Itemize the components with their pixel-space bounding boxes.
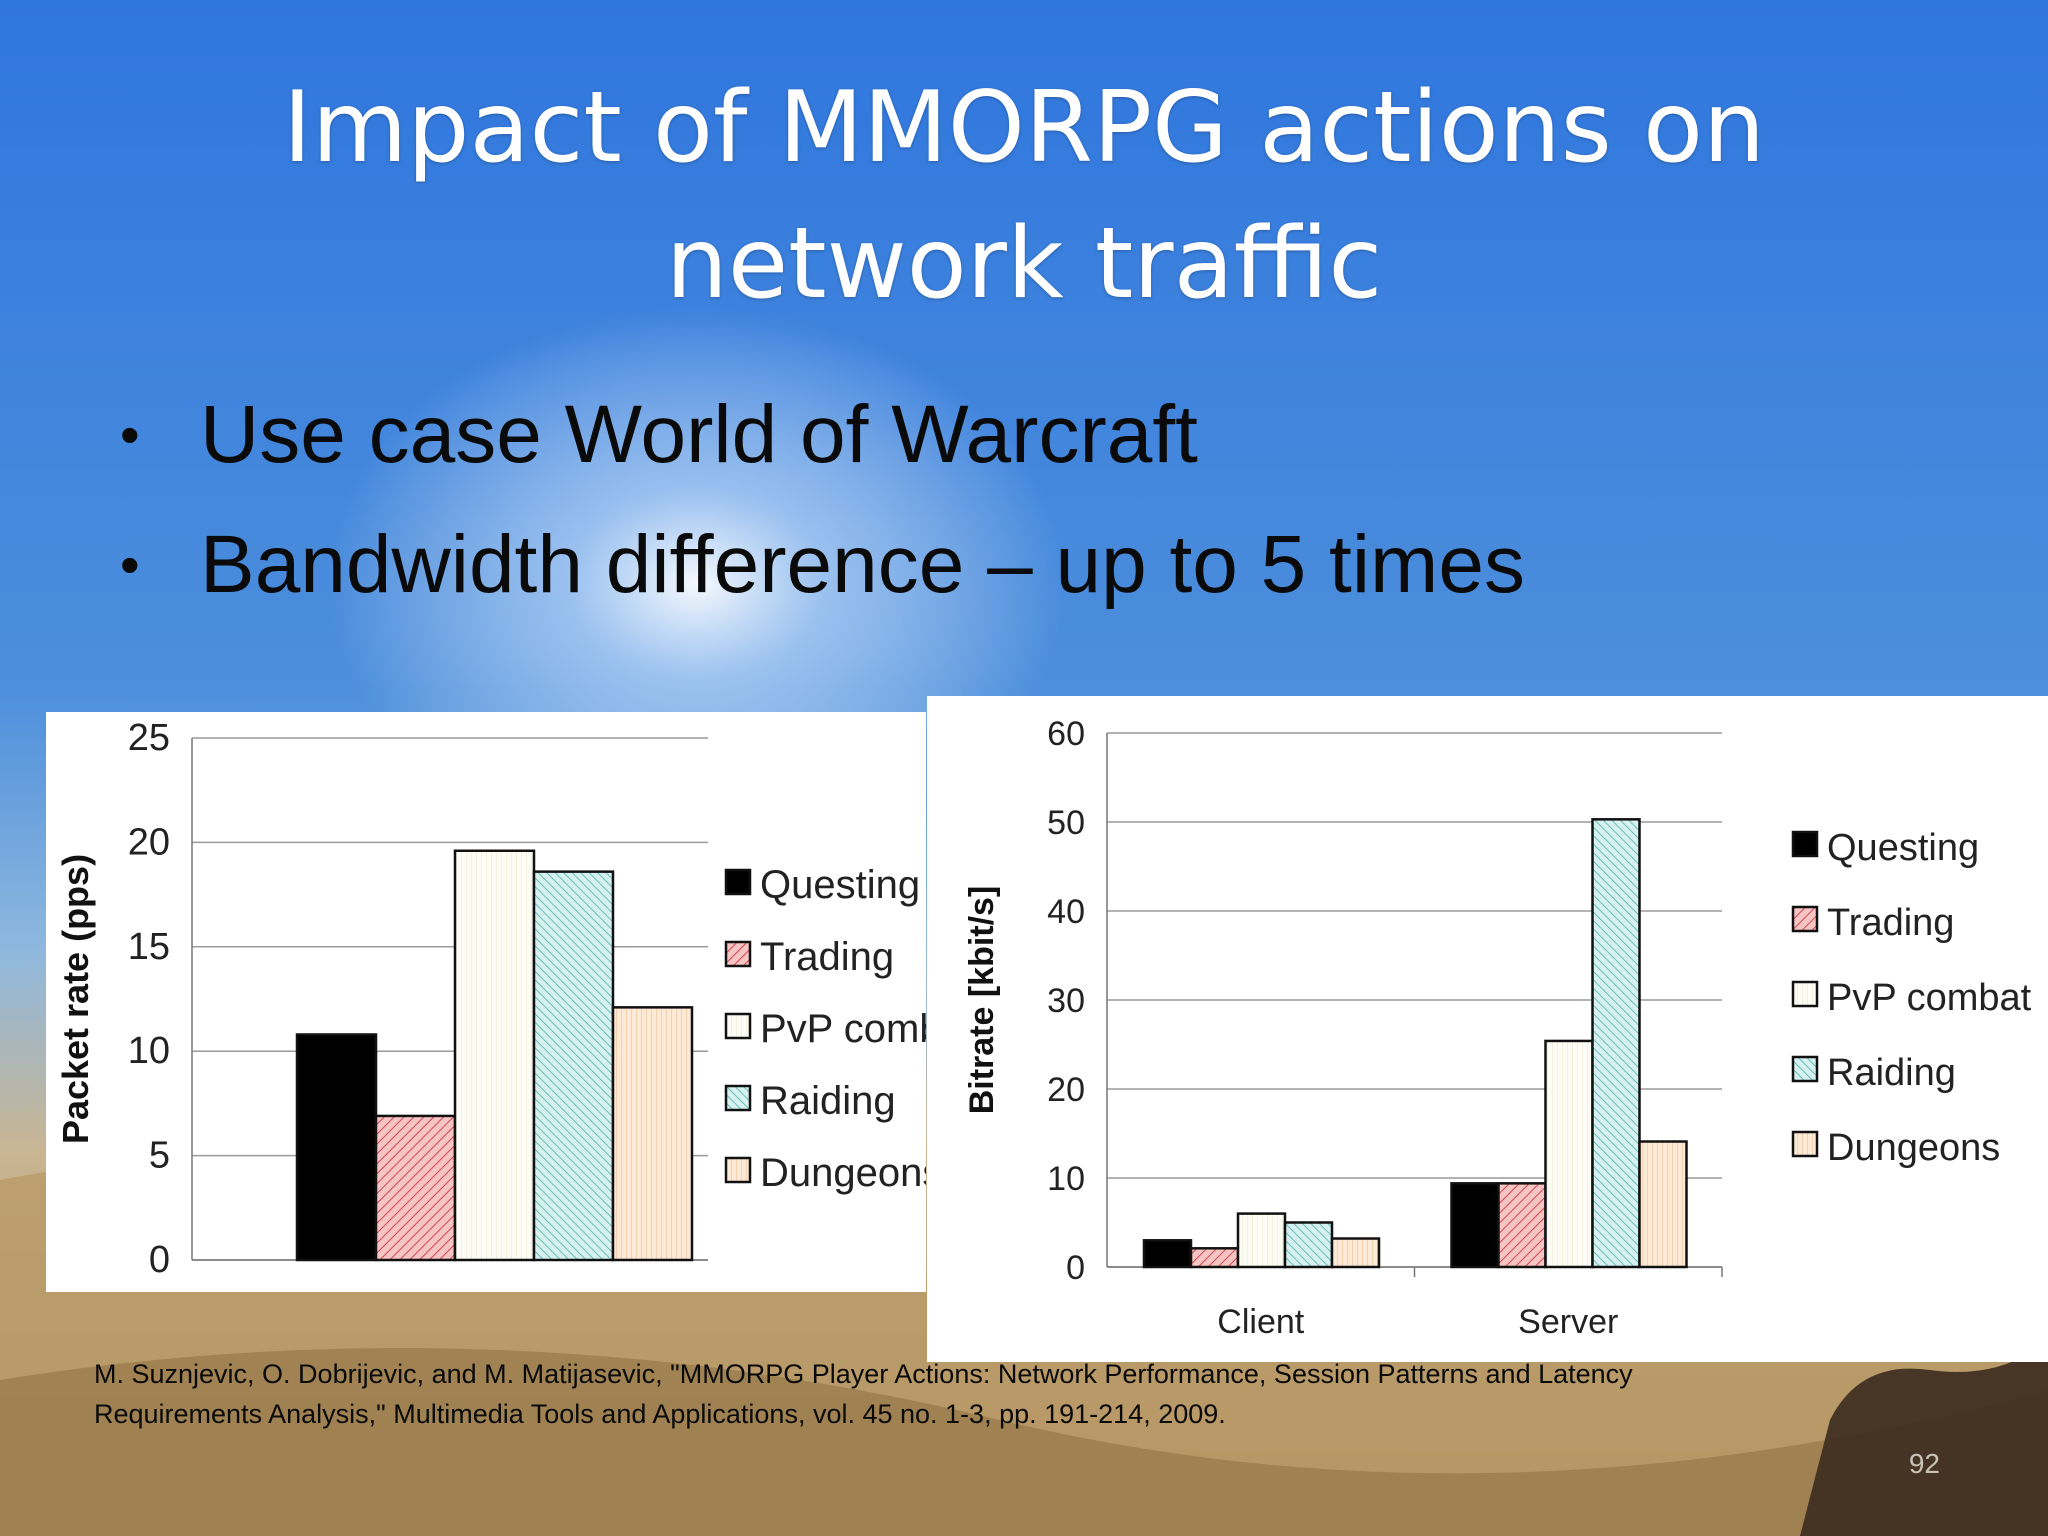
x-tick-label: Server [1518, 1303, 1618, 1341]
legend-label: Questing [1827, 827, 1979, 869]
bullet-item: • Bandwidth difference – up to 5 times [120, 500, 1525, 630]
legend-label: Dungeons [760, 1151, 926, 1195]
legend-swatch [724, 1084, 752, 1112]
citation: M. Suznjevic, O. Dobrijevic, and M. Mati… [94, 1354, 1914, 1434]
y-axis-label: Bitrate [kbit/s] [963, 886, 1001, 1115]
legend-label: Trading [760, 935, 894, 979]
bitrate-chart-svg: 0 10 20 30 40 50 60 Bitrate [kbit/s] Client Serve… [963, 715, 2032, 1341]
legend-swatch [1791, 1130, 1819, 1158]
packet-rate-chart-svg: 0 5 10 15 20 25 Packet rate (pps) Questing Tradi… [55, 717, 926, 1281]
legend-swatch [1791, 980, 1819, 1008]
bar-trading [374, 1114, 457, 1262]
bar-pvp-combat [1236, 1212, 1287, 1269]
y-tick-label: 10 [1047, 1160, 1085, 1198]
y-tick-label: 20 [1047, 1071, 1085, 1109]
bullet-dot-icon: • [120, 533, 140, 596]
legend-swatch [724, 868, 752, 896]
y-tick-label: 15 [128, 926, 170, 968]
y-tick-label: 10 [128, 1030, 170, 1072]
bar-raiding [532, 870, 615, 1262]
bullet-text: Use case World of Warcraft [200, 389, 1198, 480]
bar-dungeons [611, 1006, 694, 1262]
y-tick-label: 60 [1047, 715, 1085, 753]
bar-pvp-comb [453, 849, 536, 1262]
legend-swatch [724, 1156, 752, 1184]
bar-trading [1497, 1182, 1547, 1269]
legend-swatch [724, 1012, 752, 1040]
slide-title: Impact of MMORPG actions on network traf… [0, 60, 2048, 332]
legend-swatch [1791, 830, 1819, 858]
legend-swatch [1791, 1055, 1819, 1083]
y-axis-label: Packet rate (pps) [55, 854, 96, 1144]
legend-label: Raiding [760, 1079, 896, 1123]
bar-trading [1189, 1247, 1240, 1269]
legend-label: Dungeons [1827, 1127, 2000, 1169]
bullet-list: • Use case World of Warcraft • Bandwidth… [120, 370, 1525, 630]
bar-questing [1450, 1182, 1500, 1269]
bullet-dot-icon: • [120, 403, 140, 466]
legend-label: Questing [760, 863, 920, 907]
legend-label: Trading [1827, 902, 1954, 944]
bullet-text: Bandwidth difference – up to 5 times [200, 519, 1525, 610]
bar-raiding [1283, 1221, 1334, 1269]
legend-swatch [1791, 905, 1819, 933]
legend-swatch [724, 940, 752, 968]
y-tick-label: 50 [1047, 804, 1085, 842]
y-tick-label: 40 [1047, 893, 1085, 931]
bullet-item: • Use case World of Warcraft [120, 370, 1525, 500]
packet-rate-chart: 0 5 10 15 20 25 Packet rate (pps) Questing Tradi… [46, 712, 926, 1292]
bar-raiding [1591, 818, 1641, 1269]
citation-line-1: M. Suznjevic, O. Dobrijevic, and M. Mati… [94, 1359, 1633, 1389]
y-tick-label: 20 [128, 821, 170, 863]
y-tick-label: 25 [128, 717, 170, 759]
title-line-1: Impact of MMORPG actions on [282, 71, 1766, 185]
x-tick-label: Client [1217, 1303, 1304, 1341]
bar-pvp-combat [1544, 1039, 1594, 1269]
legend-label: PvP comb [760, 1007, 926, 1051]
bar-questing [295, 1033, 378, 1262]
y-tick-label: 5 [149, 1135, 170, 1177]
bar-dungeons [1330, 1237, 1381, 1269]
bar-dungeons [1638, 1140, 1688, 1269]
bar-questing [1142, 1239, 1193, 1269]
y-tick-label: 30 [1047, 982, 1085, 1020]
y-tick-label: 0 [1066, 1249, 1085, 1287]
citation-line-2: Requirements Analysis," Multimedia Tools… [94, 1399, 1226, 1429]
bitrate-chart: 0 10 20 30 40 50 60 Bitrate [kbit/s] Client Serve… [927, 696, 2048, 1362]
title-line-2: network traffic [665, 207, 1383, 321]
page-number: 92 [1908, 1448, 1940, 1479]
y-tick-label: 0 [149, 1239, 170, 1281]
legend-label: Raiding [1827, 1052, 1956, 1094]
legend-label: PvP combat [1827, 977, 2032, 1019]
